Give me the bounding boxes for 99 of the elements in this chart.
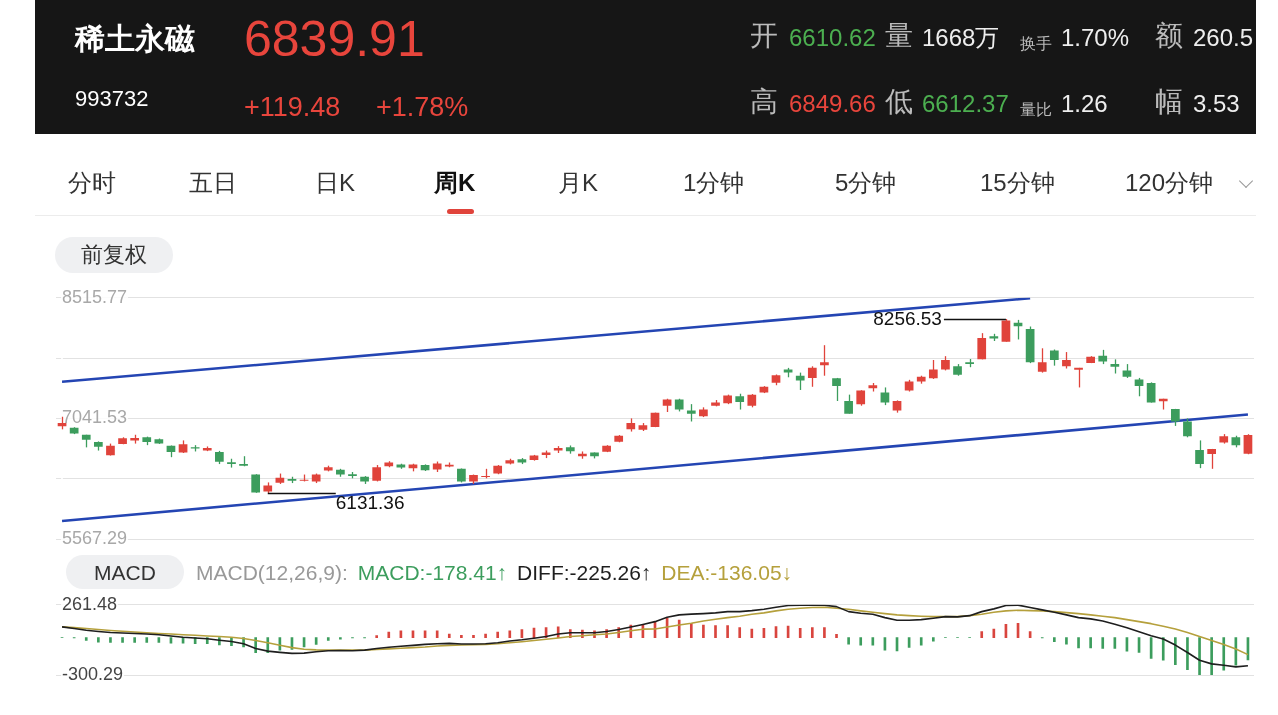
- bar: [714, 625, 717, 638]
- annotation: 6131.36: [335, 491, 405, 513]
- text: MACD:-178.41↑: [357, 560, 508, 584]
- bar: [931, 637, 935, 642]
- text: +119.48: [244, 92, 341, 122]
- text: 分时: [68, 169, 116, 196]
- candlestick: [1183, 417, 1192, 438]
- y-tick-label: 8515.77: [62, 286, 128, 307]
- text: 换手: [1020, 35, 1052, 52]
- bar: [97, 637, 100, 643]
- text: 周K: [434, 169, 476, 196]
- bar: [1186, 637, 1189, 671]
- legend-title: MACD(12,26,9):: [196, 560, 348, 584]
- bar: [314, 637, 318, 645]
- text: 1.26: [1061, 90, 1108, 117]
- candlestick: [1195, 439, 1204, 469]
- bar: [823, 627, 826, 638]
- annotation: 8256.53: [873, 307, 942, 329]
- text: 开: [750, 20, 778, 51]
- bar: [1174, 637, 1177, 666]
- candlestick: [977, 332, 987, 360]
- bar: [109, 637, 112, 643]
- bar: [339, 637, 342, 640]
- bar: [472, 634, 475, 638]
- bar: [121, 637, 124, 643]
- text: 1668万: [922, 24, 1000, 51]
- bar: [84, 637, 88, 641]
- bar: [835, 634, 838, 638]
- bar: [798, 627, 802, 638]
- bar: [435, 630, 439, 638]
- candlestick: [844, 393, 853, 415]
- bar: [859, 637, 863, 646]
- candlestick: [832, 377, 841, 402]
- text: 5分钟: [835, 169, 897, 196]
- bar: [1161, 637, 1165, 661]
- text: 五日: [189, 169, 237, 196]
- bar: [496, 631, 500, 638]
- text: 量比: [1020, 101, 1052, 118]
- text: +1.78%: [376, 92, 469, 122]
- text: 日K: [315, 169, 356, 196]
- bar: [980, 631, 984, 638]
- text: 低: [885, 86, 913, 117]
- bar: [447, 633, 451, 638]
- text: 1.70%: [1061, 24, 1130, 51]
- bar: [871, 637, 875, 646]
- candlestick: [1207, 448, 1216, 470]
- bar: [1089, 637, 1092, 649]
- text: 993732: [75, 86, 149, 111]
- y-tick-label: 261.48: [62, 593, 118, 614]
- bar: [326, 637, 330, 641]
- bar: [1065, 637, 1068, 645]
- bar: [145, 637, 149, 643]
- bar: [702, 624, 705, 638]
- bar: [1222, 637, 1226, 671]
- bar: [133, 637, 136, 643]
- bar: [750, 628, 754, 638]
- text: 15分钟: [980, 169, 1055, 196]
- text: 120分钟: [1125, 169, 1214, 196]
- bar: [508, 630, 512, 638]
- bar: [1101, 637, 1105, 649]
- bar: [1210, 637, 1213, 675]
- text: 6839.91: [244, 11, 425, 67]
- text: 6849.66: [789, 90, 876, 117]
- bar: [726, 625, 729, 638]
- bar: [689, 622, 693, 638]
- text: 幅: [1155, 86, 1183, 117]
- candlestick: [807, 365, 817, 388]
- y-tick-label: -300.29: [62, 664, 124, 685]
- candlestick: [1037, 347, 1047, 374]
- bar: [810, 627, 814, 638]
- text: 额: [1155, 20, 1183, 51]
- bar: [1077, 637, 1080, 649]
- y-tick-label: 7041.53: [62, 407, 128, 428]
- bar: [387, 631, 391, 638]
- bar: [847, 637, 850, 645]
- series-label: DIFF:-225.26↑: [517, 560, 652, 584]
- y-tick-label: 5567.29: [62, 528, 128, 549]
- text: 高: [750, 86, 778, 117]
- candlestick: [1074, 367, 1083, 389]
- bar: [738, 627, 742, 638]
- text: 1分钟: [683, 169, 745, 196]
- bar: [992, 628, 996, 638]
- bar: [375, 635, 379, 638]
- bar: [484, 633, 487, 638]
- series-label: DEA:-136.05↓: [661, 560, 793, 584]
- bar: [919, 637, 923, 646]
- text: 前复权: [55, 237, 173, 273]
- text: 260.5: [1193, 24, 1254, 51]
- text: 6612.37: [922, 90, 1009, 117]
- text: 3.53: [1193, 90, 1240, 117]
- text: 6610.62: [789, 24, 876, 51]
- text: 量: [885, 20, 913, 51]
- bar: [460, 634, 463, 638]
- bar: [1198, 637, 1201, 675]
- bar: [1053, 637, 1056, 643]
- text: 月K: [558, 169, 599, 196]
- candlestick: [928, 359, 938, 380]
- text: 稀土永磁: [75, 22, 195, 55]
- chart-title: MACD: [66, 555, 184, 589]
